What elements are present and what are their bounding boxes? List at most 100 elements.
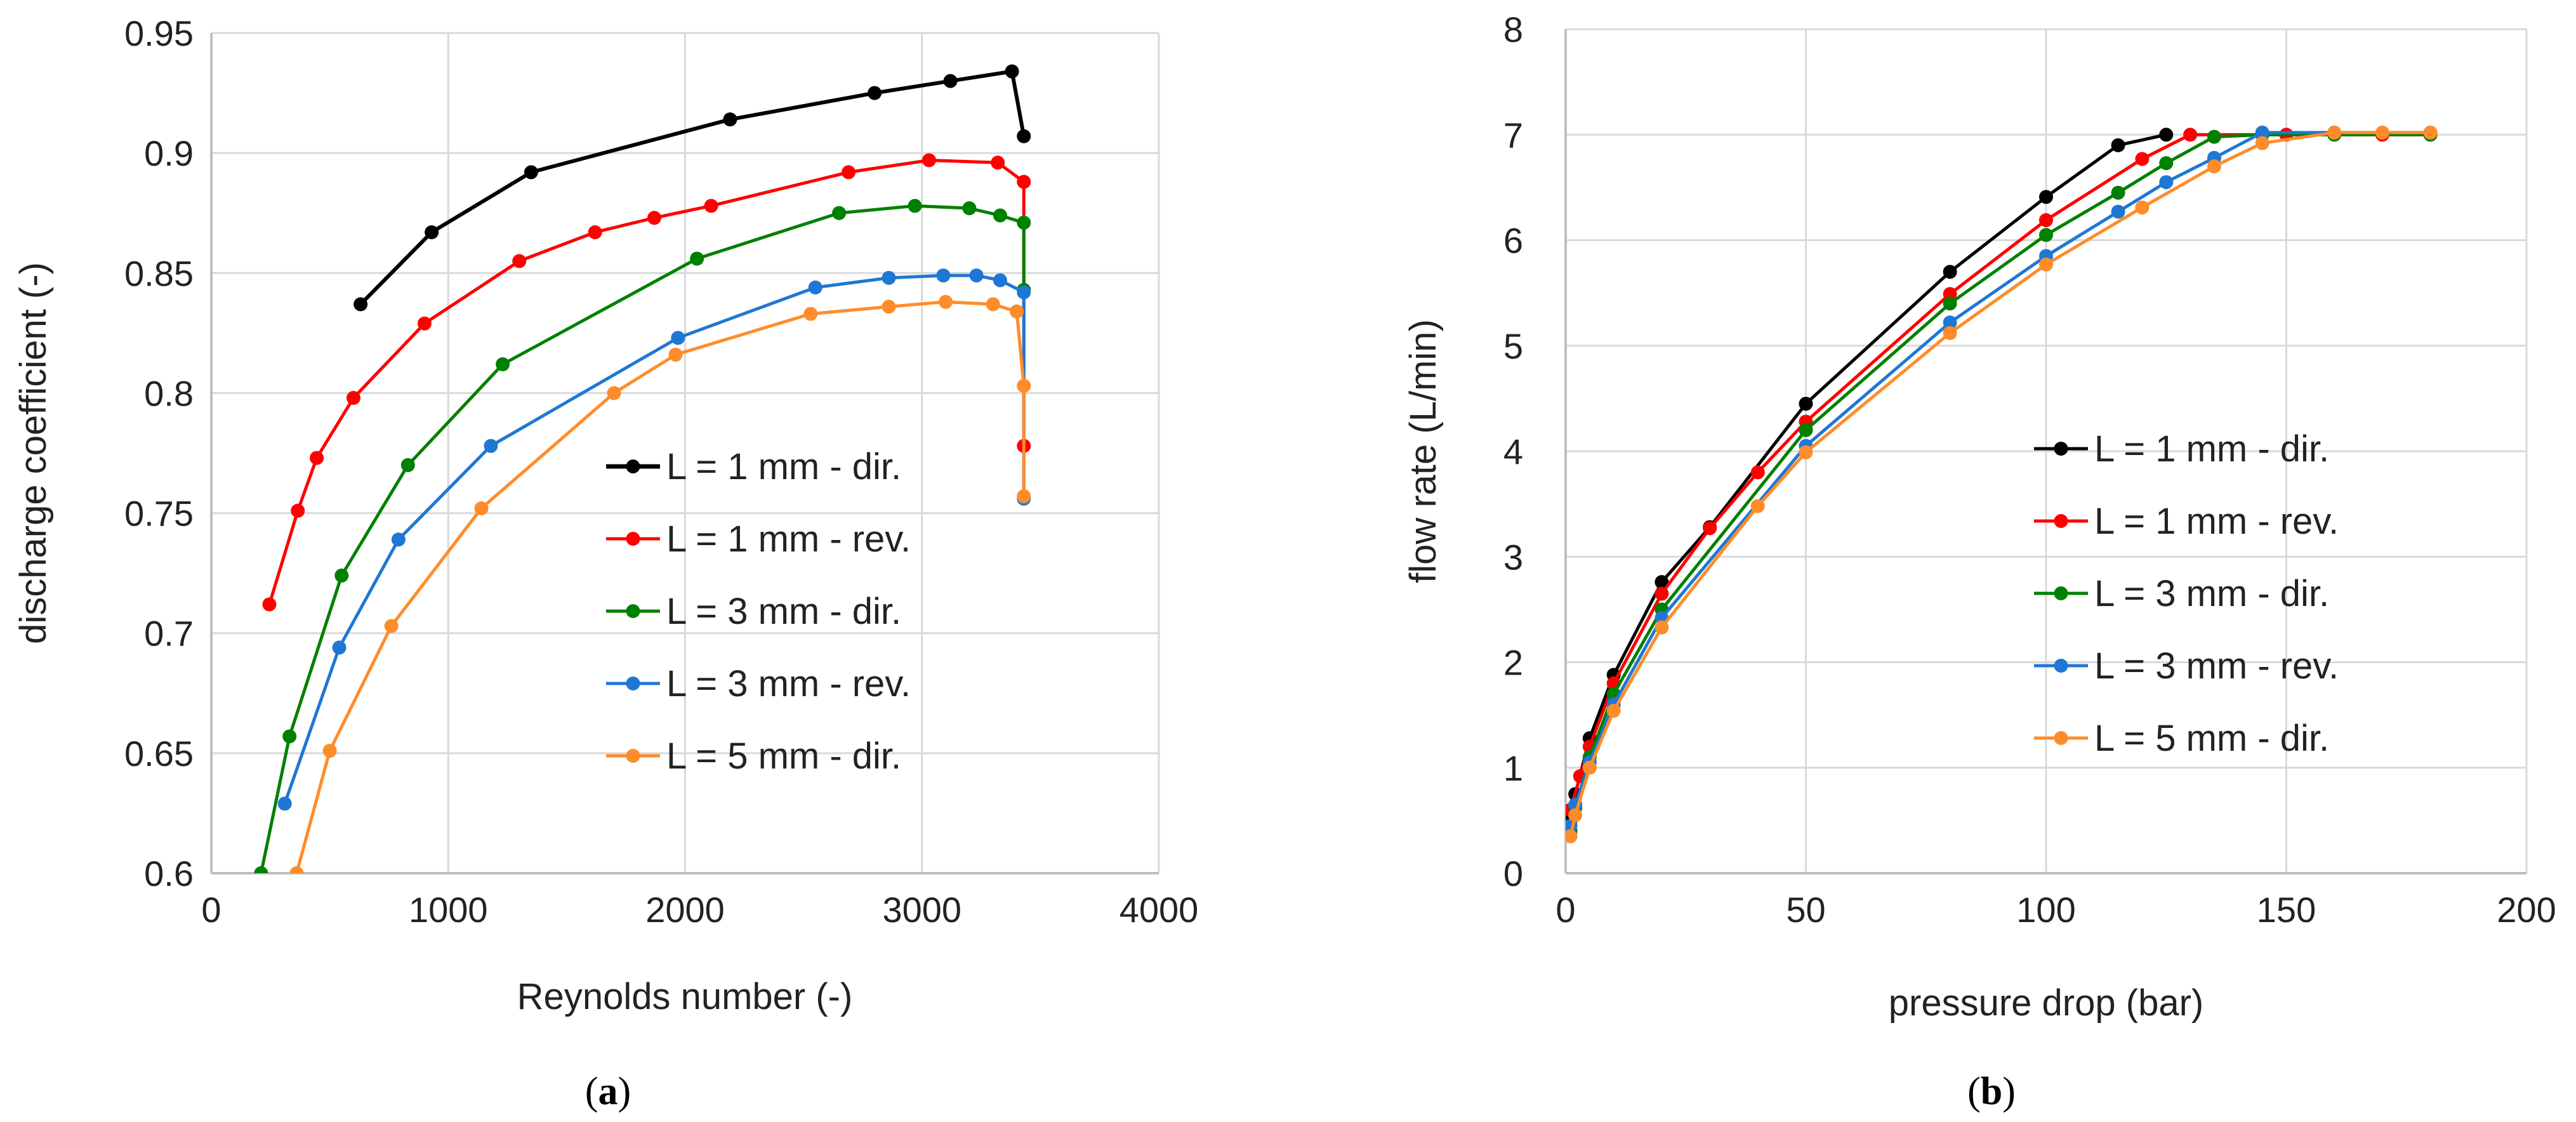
legend-item: L = 1 mm - dir. — [606, 446, 901, 487]
data-point — [882, 300, 896, 314]
series-line — [359, 69, 1026, 306]
data-point — [1017, 285, 1031, 300]
data-point — [921, 153, 936, 168]
data-point — [2255, 136, 2269, 150]
data-point — [1655, 620, 1669, 635]
y-tick-label: 0.85 — [124, 253, 194, 293]
data-point — [2111, 185, 2125, 200]
series-3 — [254, 199, 1031, 873]
series-5 — [1566, 125, 2438, 843]
legend: L = 1 mm - dir. L = 1 mm - rev. L = 3 mm -… — [2034, 428, 2339, 759]
data-point — [647, 211, 661, 225]
data-point — [1017, 489, 1031, 504]
data-point — [262, 597, 277, 612]
series-line — [1569, 131, 2431, 826]
y-tick-label: 7 — [1503, 115, 1523, 155]
caption-close: ) — [2002, 1070, 2016, 1113]
y-tick-label: 3 — [1503, 537, 1523, 577]
data-point — [607, 386, 621, 400]
x-tick-label: 0 — [1556, 890, 1575, 930]
x-axis-label: Reynolds number (-) — [517, 976, 853, 1017]
data-point — [289, 866, 304, 873]
data-point — [2111, 204, 2125, 219]
y-axis-label: discharge coefficient (-) — [13, 262, 54, 644]
legend-item: L = 1 mm - rev. — [2034, 501, 2339, 542]
data-point — [1943, 315, 1957, 330]
panel-caption: (b) — [1967, 1070, 2016, 1113]
data-point — [277, 796, 292, 811]
data-point — [939, 294, 953, 309]
data-point — [1799, 445, 1813, 459]
data-point — [1943, 326, 1957, 340]
data-point — [2159, 175, 2174, 190]
data-point — [332, 640, 347, 655]
legend-marker — [626, 532, 640, 546]
x-tick-label: 2000 — [645, 890, 725, 930]
legend-label: L = 1 mm - dir. — [2094, 428, 2329, 470]
series-line — [294, 300, 1026, 873]
y-tick-label: 4 — [1503, 432, 1523, 472]
data-point — [322, 744, 337, 758]
legend-label: L = 3 mm - dir. — [2094, 573, 2329, 614]
legend-marker — [2054, 586, 2068, 600]
data-point — [2375, 125, 2389, 140]
legend-label: L = 3 mm - rev. — [666, 663, 911, 704]
series-line — [268, 158, 1026, 605]
legend-marker — [2054, 659, 2068, 673]
x-tick-label: 4000 — [1120, 890, 1199, 930]
y-tick-label: 0.65 — [124, 734, 194, 774]
y-tick-label: 1 — [1503, 748, 1523, 788]
legend-item: L = 1 mm - dir. — [2034, 428, 2329, 470]
series-4 — [277, 268, 1031, 811]
data-point — [1566, 829, 1578, 843]
gridlines — [211, 32, 1160, 873]
data-point — [400, 458, 415, 472]
data-point — [2039, 228, 2053, 242]
y-axis-label: flow rate (L/min) — [1403, 319, 1444, 583]
data-point — [291, 503, 305, 518]
data-point — [993, 208, 1007, 223]
legend: L = 1 mm - dir. L = 1 mm - rev. L = 3 mm -… — [606, 446, 911, 777]
legend-label: L = 1 mm - dir. — [666, 446, 901, 487]
y-tick-label: 0.7 — [144, 614, 194, 654]
data-point — [588, 225, 602, 239]
data-point — [310, 451, 324, 465]
data-point — [868, 86, 882, 100]
data-point — [346, 390, 360, 405]
y-tick-label: 2 — [1503, 643, 1523, 683]
data-point — [1005, 64, 1019, 79]
series-5 — [289, 294, 1031, 873]
data-point — [2039, 190, 2053, 204]
data-point — [1010, 304, 1024, 319]
data-point — [1655, 575, 1669, 590]
data-point — [391, 532, 406, 547]
data-point — [962, 201, 977, 216]
legend-label: L = 1 mm - rev. — [666, 518, 911, 560]
data-point — [808, 280, 822, 294]
data-point — [334, 568, 349, 583]
legend-marker — [626, 459, 640, 473]
legend-marker — [2054, 731, 2068, 745]
data-point — [1606, 703, 1621, 718]
data-point — [2423, 125, 2438, 140]
data-point — [2111, 138, 2125, 152]
data-point — [2039, 213, 2053, 227]
data-point — [2159, 156, 2174, 171]
data-point — [936, 268, 951, 283]
y-tick-label: 0.8 — [144, 373, 194, 413]
data-point — [1655, 586, 1669, 601]
y-tick-label: 0.6 — [144, 854, 194, 894]
gridlines — [1566, 28, 2528, 873]
caption-close: ) — [618, 1070, 631, 1113]
data-point — [1943, 265, 1957, 279]
legend-marker — [2054, 442, 2068, 456]
legend-item: L = 3 mm - dir. — [606, 591, 901, 632]
x-tick-label: 0 — [201, 890, 221, 930]
legend-label: L = 1 mm - rev. — [2094, 501, 2339, 542]
legend-item: L = 1 mm - rev. — [606, 518, 911, 560]
chart-panel-a: 0.6 0.65 0.7 0.75 0.8 0.85 0.9 0.95 0 1000 2000 300… — [13, 13, 1198, 1113]
legend-label: L = 5 mm - dir. — [2094, 718, 2329, 759]
data-point — [723, 112, 737, 127]
legend-label: L = 3 mm - rev. — [2094, 645, 2339, 687]
x-tick-label: 50 — [1786, 890, 1825, 930]
